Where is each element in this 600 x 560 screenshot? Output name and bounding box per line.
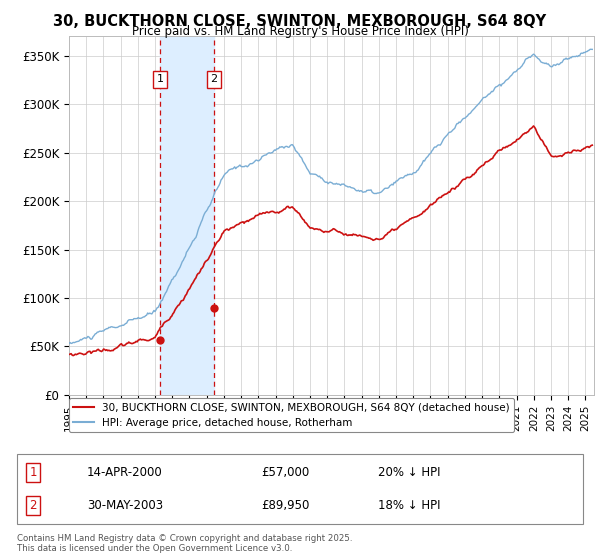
Text: 14-APR-2000: 14-APR-2000: [87, 466, 163, 479]
Text: 30, BUCKTHORN CLOSE, SWINTON, MEXBOROUGH, S64 8QY: 30, BUCKTHORN CLOSE, SWINTON, MEXBOROUGH…: [53, 14, 547, 29]
Text: 1: 1: [157, 74, 164, 85]
Legend: 30, BUCKTHORN CLOSE, SWINTON, MEXBOROUGH, S64 8QY (detached house), HPI: Average: 30, BUCKTHORN CLOSE, SWINTON, MEXBOROUGH…: [69, 398, 514, 432]
Text: Price paid vs. HM Land Registry's House Price Index (HPI): Price paid vs. HM Land Registry's House …: [131, 25, 469, 38]
Text: Contains HM Land Registry data © Crown copyright and database right 2025.
This d: Contains HM Land Registry data © Crown c…: [17, 534, 352, 553]
Text: 30-MAY-2003: 30-MAY-2003: [87, 498, 163, 512]
Text: 20% ↓ HPI: 20% ↓ HPI: [378, 466, 440, 479]
Text: 2: 2: [29, 498, 37, 512]
Text: 18% ↓ HPI: 18% ↓ HPI: [378, 498, 440, 512]
Text: 1: 1: [29, 466, 37, 479]
Bar: [160, 36, 214, 395]
Text: £57,000: £57,000: [261, 466, 309, 479]
Text: £89,950: £89,950: [261, 498, 310, 512]
Text: 2: 2: [210, 74, 217, 85]
